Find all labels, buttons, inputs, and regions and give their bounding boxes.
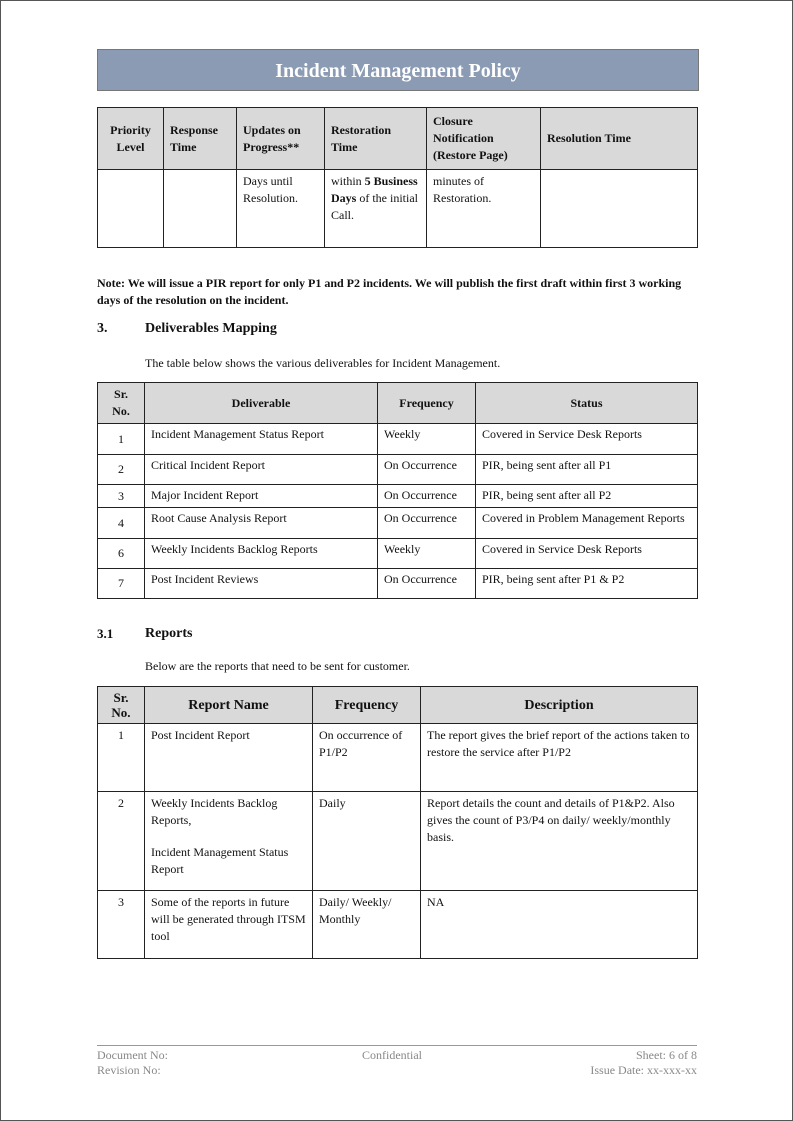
sr-no-cell: 2 bbox=[97, 454, 145, 485]
table-row: 2 Weekly Incidents Backlog Reports, Incide… bbox=[97, 791, 698, 891]
priority-table: Priority Level Response Time Updates on … bbox=[97, 107, 698, 248]
reports-table: Sr. No. Report Name Frequency Descriptio… bbox=[97, 686, 698, 959]
section-number: 3. bbox=[97, 321, 108, 336]
sr-no-cell: 1 bbox=[97, 423, 145, 455]
frequency-cell: Weekly bbox=[377, 538, 476, 569]
sr-no-cell: 2 bbox=[97, 791, 145, 891]
table-row: 1 Incident Management Status Report Weekly… bbox=[97, 423, 698, 455]
section-number: 3.1 bbox=[97, 626, 114, 641]
section-heading: Deliverables Mapping bbox=[145, 321, 277, 336]
header-cell: Frequency bbox=[312, 686, 421, 724]
table-row: 3 Some of the reports in future will be g… bbox=[97, 890, 698, 959]
frequency-cell: On Occurrence bbox=[377, 484, 476, 508]
table-row: 7 Post Incident Reviews On Occurrence PIR, … bbox=[97, 568, 698, 599]
header-cell: Report Name bbox=[144, 686, 313, 724]
page-title: Incident Management Policy bbox=[97, 49, 699, 91]
table-row: 4 Root Cause Analysis Report On Occurrence… bbox=[97, 507, 698, 539]
confidential-label: Confidential bbox=[362, 1048, 422, 1062]
header-cell: Updates on Progress** bbox=[236, 107, 325, 170]
frequency-cell: On occurrence of P1/P2 bbox=[312, 723, 421, 792]
revision-no: Revision No: bbox=[97, 1063, 161, 1077]
deliverable-cell: Incident Management Status Report bbox=[144, 423, 378, 455]
deliverable-cell: Weekly Incidents Backlog Reports bbox=[144, 538, 378, 569]
deliverables-table: Sr. No. Deliverable Frequency Status 1 In… bbox=[97, 382, 698, 599]
document-no: Document No: bbox=[97, 1048, 168, 1062]
status-cell: PIR, being sent after all P1 bbox=[475, 454, 698, 485]
report-name-cell: Some of the reports in future will be ge… bbox=[144, 890, 313, 959]
frequency-cell: Weekly bbox=[377, 423, 476, 455]
table-row: 1 Post Incident Report On occurrence of P1… bbox=[97, 723, 698, 792]
status-cell: Covered in Service Desk Reports bbox=[475, 423, 698, 455]
header-cell: Deliverable bbox=[144, 382, 378, 424]
header-cell: Priority Level bbox=[97, 107, 164, 170]
status-cell: PIR, being sent after P1 & P2 bbox=[475, 568, 698, 599]
header-cell: Sr. No. bbox=[97, 686, 145, 724]
frequency-cell: On Occurrence bbox=[377, 568, 476, 599]
deliverable-cell: Critical Incident Report bbox=[144, 454, 378, 485]
header-cell: Restoration Time bbox=[324, 107, 427, 170]
sr-no-cell: 3 bbox=[97, 484, 145, 508]
header-cell: Closure Notification (Restore Page) bbox=[426, 107, 541, 170]
sheet-number: Sheet: 6 of 8 bbox=[636, 1048, 697, 1062]
sr-no-cell: 1 bbox=[97, 723, 145, 792]
status-cell: PIR, being sent after all P2 bbox=[475, 484, 698, 508]
updates-cell: Days until Resolution. bbox=[236, 169, 325, 248]
sr-no-cell: 7 bbox=[97, 568, 145, 599]
frequency-cell: On Occurrence bbox=[377, 507, 476, 539]
table-row: 2 Critical Incident Report On Occurrence PI… bbox=[97, 454, 698, 485]
report-name-cell: Post Incident Report bbox=[144, 723, 313, 792]
restoration-cell: within 5 Business Days of the initial Ca… bbox=[324, 169, 427, 248]
sr-no-cell: 6 bbox=[97, 538, 145, 569]
table-row: 3 Major Incident Report On Occurrence PIR, … bbox=[97, 484, 698, 508]
frequency-cell: Daily bbox=[312, 791, 421, 891]
description-cell: NA bbox=[420, 890, 698, 959]
header-cell: Sr. No. bbox=[97, 382, 145, 424]
table-row: 6 Weekly Incidents Backlog Reports Weekly C… bbox=[97, 538, 698, 569]
section-heading: Reports bbox=[145, 626, 193, 641]
section-intro: Below are the reports that need to be se… bbox=[145, 659, 410, 673]
header-cell: Resolution Time bbox=[540, 107, 698, 170]
report-name-cell: Weekly Incidents Backlog Reports, Inciden… bbox=[144, 791, 313, 891]
section-intro: The table below shows the various delive… bbox=[145, 356, 501, 370]
header-cell: Frequency bbox=[377, 382, 476, 424]
sr-no-cell: 3 bbox=[97, 890, 145, 959]
status-cell: Covered in Problem Management Reports bbox=[475, 507, 698, 539]
page-footer: Document No: Revision No: Confidential Sh… bbox=[97, 1045, 697, 1077]
header-cell: Response Time bbox=[163, 107, 237, 170]
header-cell: Status bbox=[475, 382, 698, 424]
closure-cell: minutes of Restoration. bbox=[426, 169, 541, 248]
status-cell: Covered in Service Desk Reports bbox=[475, 538, 698, 569]
sr-no-cell: 4 bbox=[97, 507, 145, 539]
deliverable-cell: Root Cause Analysis Report bbox=[144, 507, 378, 539]
description-cell: Report details the count and details of … bbox=[420, 791, 698, 891]
frequency-cell: On Occurrence bbox=[377, 454, 476, 485]
deliverable-cell: Post Incident Reviews bbox=[144, 568, 378, 599]
description-cell: The report gives the brief report of the… bbox=[420, 723, 698, 792]
pir-note: Note: We will issue a PIR report for onl… bbox=[97, 276, 682, 307]
issue-date: Issue Date: xx-xxx-xx bbox=[590, 1063, 697, 1077]
frequency-cell: Daily/ Weekly/ Monthly bbox=[312, 890, 421, 959]
header-cell: Description bbox=[420, 686, 698, 724]
deliverable-cell: Major Incident Report bbox=[144, 484, 378, 508]
table-row: Days until Resolution. within 5 Business… bbox=[97, 169, 698, 248]
